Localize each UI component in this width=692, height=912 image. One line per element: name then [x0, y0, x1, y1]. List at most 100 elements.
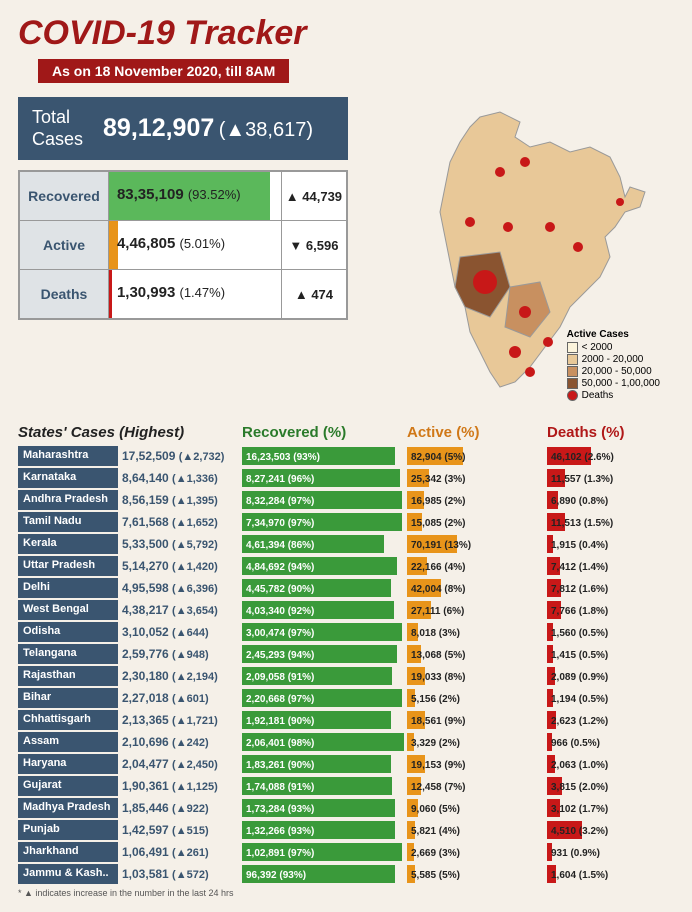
state-name: West Bengal: [18, 600, 118, 620]
recovered-bar: 4,45,782 (90%): [242, 578, 407, 598]
recovered-bar: 1,74,088 (91%): [242, 776, 407, 796]
state-cases: 2,30,180 (▲2,194): [118, 666, 242, 686]
table-header: States' Cases (Highest) Recovered (%) Ac…: [18, 424, 674, 441]
state-name: Assam: [18, 732, 118, 752]
table-row: Punjab 1,42,597 (▲515) 1,32,266 (93%) 5,…: [18, 820, 674, 840]
recovered-bar: 16,23,503 (93%): [242, 446, 407, 466]
table-row: Odisha 3,10,052 (▲644) 3,00,474 (97%) 8,…: [18, 622, 674, 642]
recovered-bar: 4,84,692 (94%): [242, 556, 407, 576]
table-row: Rajasthan 2,30,180 (▲2,194) 2,09,058 (91…: [18, 666, 674, 686]
state-name: Odisha: [18, 622, 118, 642]
state-cases: 2,59,776 (▲948): [118, 644, 242, 664]
total-cases-box: TotalCases 89,12,907 (▲38,617): [18, 97, 348, 160]
table-row: Gujarat 1,90,361 (▲1,125) 1,74,088 (91%)…: [18, 776, 674, 796]
state-name: Maharashtra: [18, 446, 118, 466]
recovered-bar: 2,06,401 (98%): [242, 732, 407, 752]
recovered-bar: 2,45,293 (94%): [242, 644, 407, 664]
recovered-bar: 2,09,058 (91%): [242, 666, 407, 686]
active-bar: 82,904 (5%): [407, 446, 547, 466]
state-cases: 3,10,052 (▲644): [118, 622, 242, 642]
state-cases: 2,10,696 (▲242): [118, 732, 242, 752]
state-name: Uttar Pradesh: [18, 556, 118, 576]
deaths-bar: 3,815 (2.0%): [547, 776, 672, 796]
recovered-bar: 3,00,474 (97%): [242, 622, 407, 642]
state-name: Bihar: [18, 688, 118, 708]
state-name: Madhya Pradesh: [18, 798, 118, 818]
deaths-bar: 1,560 (0.5%): [547, 622, 672, 642]
recovered-bar: 8,27,241 (96%): [242, 468, 407, 488]
active-bar: 22,166 (4%): [407, 556, 547, 576]
state-name: Karnataka: [18, 468, 118, 488]
table-row: Karnataka 8,64,140 (▲1,336) 8,27,241 (96…: [18, 468, 674, 488]
table-row: Maharashtra 17,52,509 (▲2,732) 16,23,503…: [18, 446, 674, 466]
map-legend: Active Cases < 20002000 - 20,00020,000 -…: [567, 329, 660, 402]
active-bar: 27,111 (6%): [407, 600, 547, 620]
deaths-bar: 1,915 (0.4%): [547, 534, 672, 554]
state-cases: 2,04,477 (▲2,450): [118, 754, 242, 774]
state-cases: 1,85,446 (▲922): [118, 798, 242, 818]
deaths-bar: 3,102 (1.7%): [547, 798, 672, 818]
table-row: Andhra Pradesh 8,56,159 (▲1,395) 8,32,28…: [18, 490, 674, 510]
deaths-bar: 46,102 (2.6%): [547, 446, 672, 466]
table-row: Uttar Pradesh 5,14,270 (▲1,420) 4,84,692…: [18, 556, 674, 576]
recovered-bar: 1,92,181 (90%): [242, 710, 407, 730]
deaths-bar: 966 (0.5%): [547, 732, 672, 752]
active-bar: 42,004 (8%): [407, 578, 547, 598]
deaths-bar: 7,766 (1.8%): [547, 600, 672, 620]
state-name: Punjab: [18, 820, 118, 840]
table-row: Bihar 2,27,018 (▲601) 2,20,668 (97%) 5,1…: [18, 688, 674, 708]
stat-delta: ▲ 474: [282, 270, 346, 318]
deaths-bar: 11,513 (1.5%): [547, 512, 672, 532]
deaths-bar: 931 (0.9%): [547, 842, 672, 862]
state-name: Rajasthan: [18, 666, 118, 686]
deaths-bar: 2,089 (0.9%): [547, 666, 672, 686]
state-cases: 7,61,568 (▲1,652): [118, 512, 242, 532]
table-row: Haryana 2,04,477 (▲2,450) 1,83,261 (90%)…: [18, 754, 674, 774]
table-row: Jammu & Kash.. 1,03,581 (▲572) 96,392 (9…: [18, 864, 674, 884]
india-map: Active Cases < 20002000 - 20,00020,000 -…: [360, 97, 670, 412]
deaths-bar: 7,812 (1.6%): [547, 578, 672, 598]
state-cases: 2,27,018 (▲601): [118, 688, 242, 708]
state-cases: 5,14,270 (▲1,420): [118, 556, 242, 576]
state-name: Haryana: [18, 754, 118, 774]
deaths-bar: 1,194 (0.5%): [547, 688, 672, 708]
stat-delta: ▲ 44,739: [282, 172, 346, 220]
recovered-bar: 1,73,284 (93%): [242, 798, 407, 818]
stat-bar: 83,35,109 (93.52%): [109, 172, 282, 220]
deaths-bar: 2,063 (1.0%): [547, 754, 672, 774]
state-cases: 4,38,217 (▲3,654): [118, 600, 242, 620]
deaths-bar: 4,510 (3.2%): [547, 820, 672, 840]
active-bar: 9,060 (5%): [407, 798, 547, 818]
stat-label: Active: [20, 221, 109, 269]
active-bar: 15,085 (2%): [407, 512, 547, 532]
deaths-bar: 6,890 (0.8%): [547, 490, 672, 510]
deaths-bar: 2,623 (1.2%): [547, 710, 672, 730]
state-cases: 1,06,491 (▲261): [118, 842, 242, 862]
total-value: 89,12,907: [103, 114, 214, 142]
active-bar: 19,153 (9%): [407, 754, 547, 774]
table-row: Chhattisgarh 2,13,365 (▲1,721) 1,92,181 …: [18, 710, 674, 730]
table-row: Madhya Pradesh 1,85,446 (▲922) 1,73,284 …: [18, 798, 674, 818]
active-bar: 5,585 (5%): [407, 864, 547, 884]
state-cases: 2,13,365 (▲1,721): [118, 710, 242, 730]
state-name: Delhi: [18, 578, 118, 598]
state-cases: 8,56,159 (▲1,395): [118, 490, 242, 510]
table-row: Tamil Nadu 7,61,568 (▲1,652) 7,34,970 (9…: [18, 512, 674, 532]
summary-stats: Recovered 83,35,109 (93.52%) ▲ 44,739 Act…: [18, 170, 348, 320]
stat-bar: 4,46,805 (5.01%): [109, 221, 282, 269]
table-row: Assam 2,10,696 (▲242) 2,06,401 (98%) 3,3…: [18, 732, 674, 752]
recovered-bar: 96,392 (93%): [242, 864, 407, 884]
table-row: Kerala 5,33,500 (▲5,792) 4,61,394 (86%) …: [18, 534, 674, 554]
table-row: Telangana 2,59,776 (▲948) 2,45,293 (94%)…: [18, 644, 674, 664]
state-name: Kerala: [18, 534, 118, 554]
stat-label: Recovered: [20, 172, 109, 220]
recovered-bar: 1,02,891 (97%): [242, 842, 407, 862]
recovered-bar: 1,83,261 (90%): [242, 754, 407, 774]
stat-bar: 1,30,993 (1.47%): [109, 270, 282, 318]
state-cases: 1,90,361 (▲1,125): [118, 776, 242, 796]
recovered-bar: 4,61,394 (86%): [242, 534, 407, 554]
state-name: Andhra Pradesh: [18, 490, 118, 510]
active-bar: 5,821 (4%): [407, 820, 547, 840]
footnote: * ▲ indicates increase in the number in …: [18, 888, 674, 898]
state-name: Telangana: [18, 644, 118, 664]
